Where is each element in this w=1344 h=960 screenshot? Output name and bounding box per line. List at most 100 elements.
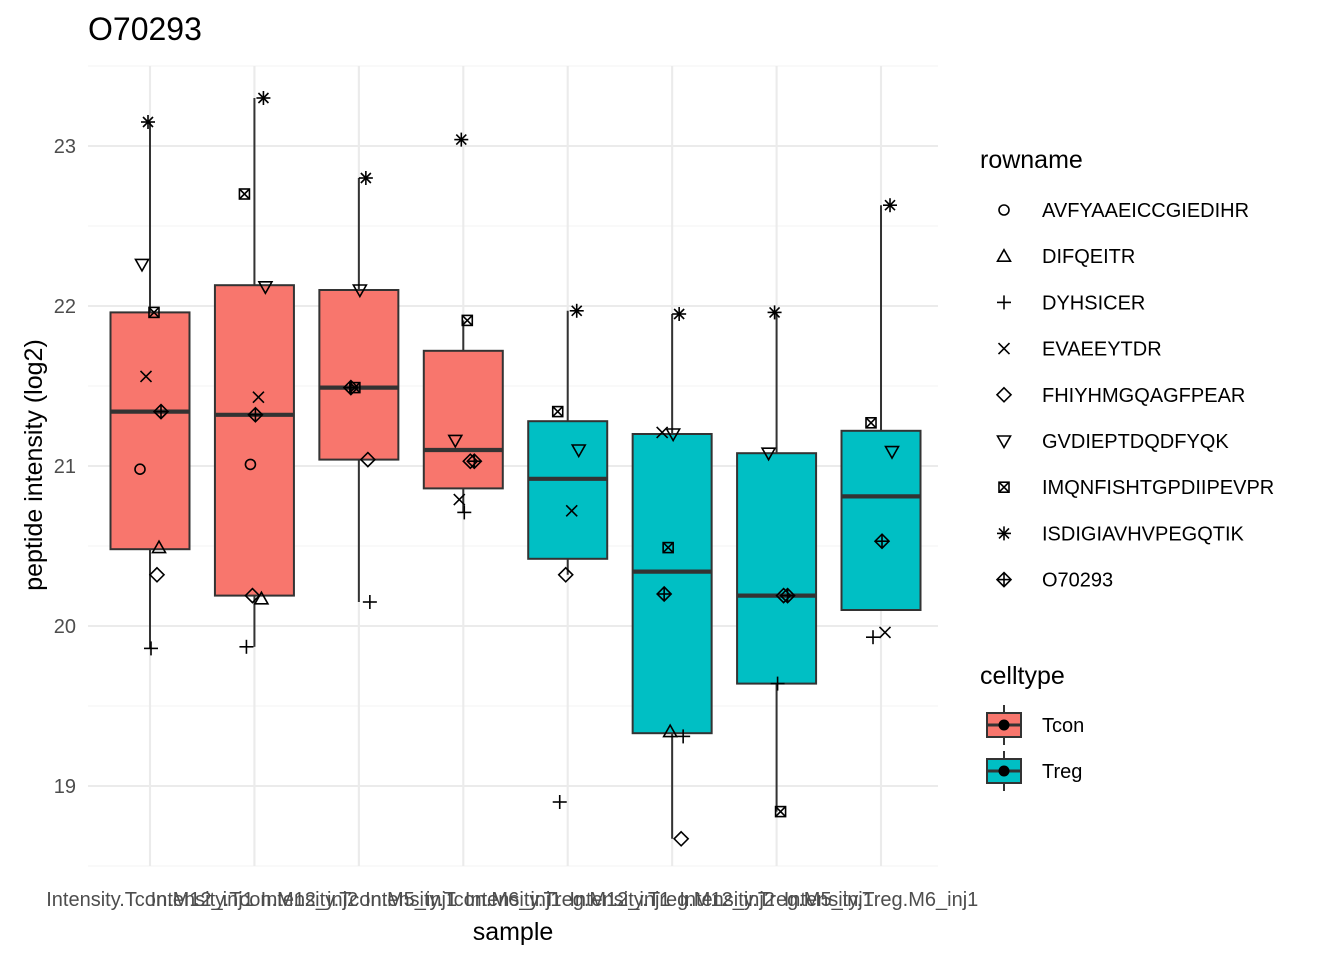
legend-label: O70293: [1042, 570, 1113, 592]
data-point: [656, 585, 673, 603]
marker-stroke: [244, 587, 261, 604]
marker-stroke: [238, 188, 251, 200]
data-point: [362, 595, 377, 609]
marker-stroke: [884, 199, 896, 211]
celltype-legend-title: celltype: [980, 662, 1065, 690]
marker-stroke: [139, 370, 153, 383]
marker-stroke: [351, 284, 368, 299]
box-rect: [840, 429, 922, 611]
rowname-legend-entry: FHIYHMGQAGFPEAR: [995, 385, 1245, 407]
data-point: [873, 533, 891, 550]
marker-stroke: [662, 541, 674, 554]
box-4: [422, 320, 504, 513]
marker-stroke: [142, 116, 154, 128]
rowname-legend-entry: DYHSICER: [997, 292, 1145, 314]
data-point: [878, 626, 892, 639]
marker-stroke: [665, 428, 682, 443]
marker-stroke: [769, 306, 781, 318]
data-point: [466, 453, 483, 470]
data-point: [144, 641, 158, 656]
data-point: [884, 445, 900, 460]
data-point: [570, 444, 587, 459]
marker-stroke: [565, 504, 578, 517]
marker-stroke: [148, 306, 160, 319]
rowname-legend-entry: EVAEEYTDR: [997, 339, 1162, 361]
marker-stroke: [257, 280, 274, 295]
data-point: [148, 566, 166, 583]
marker-stroke: [865, 416, 877, 429]
data-point: [141, 115, 155, 129]
marker-stroke: [461, 314, 473, 326]
data-point: [359, 451, 376, 468]
data-point: [134, 463, 146, 476]
legend-key: [997, 342, 1011, 355]
data-point: [557, 566, 574, 583]
data-point: [779, 587, 796, 604]
data-point: [551, 405, 564, 418]
marker-stroke: [134, 258, 150, 273]
marker-stroke: [673, 308, 685, 320]
data-point: [662, 541, 674, 554]
data-point: [134, 258, 150, 273]
marker-stroke: [775, 806, 787, 818]
data-point: [247, 406, 264, 423]
legend-label: ISDIGIAVHVPEGQTIK: [1042, 523, 1245, 545]
x-axis-title: sample: [473, 918, 554, 946]
marker-stroke: [878, 626, 892, 639]
box-7: [736, 312, 818, 812]
data-point: [252, 391, 265, 404]
box-rect: [318, 289, 400, 461]
marker-stroke: [134, 463, 146, 476]
legend-label: Tcon: [1042, 715, 1084, 737]
data-point: [453, 493, 466, 506]
marker-stroke: [760, 447, 777, 462]
data-point: [774, 805, 787, 818]
data-point: [238, 188, 251, 200]
data-point: [457, 505, 472, 520]
marker-stroke: [557, 566, 574, 583]
y-axis-title: peptide intensity (log2): [20, 339, 48, 591]
x-axis: Intensity.Tcon.M12_inj1Intensity.Tcon.M1…: [46, 889, 978, 911]
data-point: [152, 403, 170, 420]
marker-stroke: [997, 342, 1011, 355]
legend-label: IMQNFISHTGPDIIPEVPR: [1042, 477, 1274, 499]
legend-key: [996, 435, 1012, 450]
marker-stroke: [995, 386, 1013, 403]
marker-stroke: [571, 305, 583, 317]
data-point: [676, 729, 691, 744]
chart-title: O70293: [88, 11, 202, 47]
marker-stroke: [461, 314, 474, 327]
marker-stroke: [359, 451, 376, 468]
marker-stroke: [662, 542, 674, 554]
marker-stroke: [252, 391, 265, 404]
legend-key-point: [998, 765, 1010, 777]
data-point: [358, 171, 373, 185]
marker-stroke: [774, 805, 787, 818]
box-2: [213, 98, 295, 647]
legend-key: [995, 571, 1013, 588]
data-point: [351, 284, 368, 299]
marker-stroke: [662, 723, 679, 738]
x-tick-label: Intensity.Tcon.M5_inj1: [261, 889, 457, 911]
data-point: [447, 434, 464, 449]
data-point: [770, 676, 785, 691]
marker-stroke: [996, 435, 1012, 450]
box-8: [840, 205, 922, 611]
box-3: [318, 178, 400, 602]
data-point: [148, 306, 160, 319]
box-rect: [109, 311, 191, 551]
box-rect: [631, 433, 713, 735]
rowname-legend-entry: AVFYAAEICCGIEDIHR: [998, 200, 1249, 222]
marker-stroke: [998, 204, 1010, 216]
legend-key: [996, 248, 1012, 263]
marker-stroke: [360, 172, 372, 184]
legend-key-point: [998, 719, 1010, 731]
box-6: [631, 314, 713, 839]
marker-stroke: [673, 830, 690, 847]
marker-stroke: [998, 481, 1010, 493]
data-point: [883, 198, 898, 213]
rowname-legend-entry: IMQNFISHTGPDIIPEVPR: [998, 477, 1274, 499]
marker-stroke: [238, 188, 250, 200]
marker-stroke: [998, 527, 1010, 539]
